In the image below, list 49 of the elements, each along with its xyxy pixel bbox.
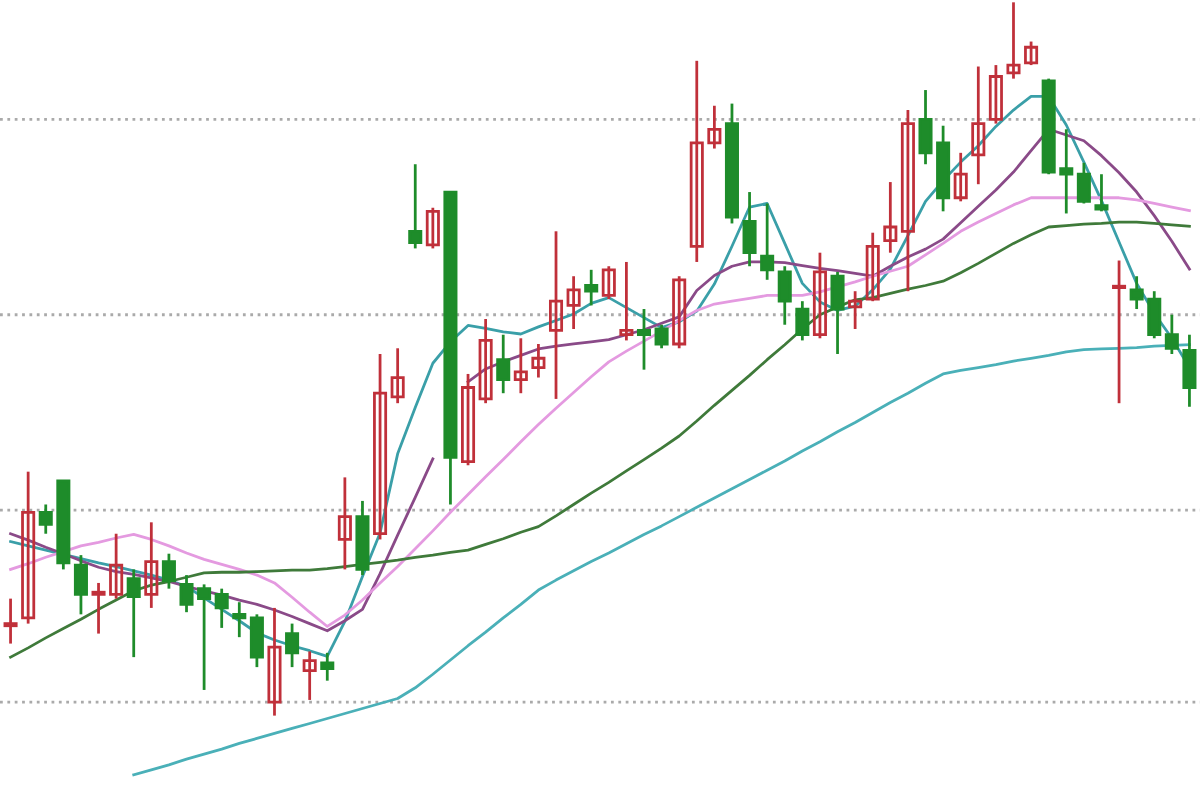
candlestick xyxy=(883,180,898,255)
candlestick xyxy=(373,352,388,541)
candlestick xyxy=(3,597,18,645)
candlestick xyxy=(742,190,757,268)
candlestick xyxy=(425,206,440,250)
candlestick xyxy=(971,65,986,186)
candlestick xyxy=(320,651,335,683)
candlestick xyxy=(760,202,775,282)
candlestick xyxy=(1076,161,1091,205)
candlestick xyxy=(1094,172,1109,213)
candlestick xyxy=(865,231,880,303)
candlestick xyxy=(900,108,915,293)
candlestick xyxy=(126,568,141,659)
candlestick xyxy=(337,475,352,571)
candlestick xyxy=(1006,0,1021,81)
candlestick xyxy=(478,317,493,405)
candlestick xyxy=(408,162,423,250)
candlestick xyxy=(619,260,634,342)
candlestick xyxy=(795,299,810,342)
candlestick xyxy=(601,264,616,301)
candlestick xyxy=(584,268,599,307)
candlestick xyxy=(390,346,405,405)
candlestick xyxy=(232,600,247,639)
candlestick xyxy=(161,552,176,591)
candlestick xyxy=(531,342,546,379)
candlestick xyxy=(302,650,317,702)
candlestick xyxy=(496,333,511,395)
candlestick xyxy=(988,63,1003,125)
candlestick xyxy=(214,587,229,630)
candlestick xyxy=(461,372,476,467)
candlestick xyxy=(830,270,845,356)
candlestick xyxy=(636,307,652,372)
candlestick xyxy=(548,229,564,401)
candlestick xyxy=(848,289,863,331)
candlestick xyxy=(777,264,792,327)
candlestick xyxy=(249,612,264,669)
candlestick xyxy=(654,323,669,350)
candlestick xyxy=(513,336,528,395)
candlestick xyxy=(73,553,88,616)
candlestick xyxy=(21,470,36,625)
candlestick xyxy=(285,622,300,669)
candlestick xyxy=(144,520,159,610)
candlestick xyxy=(267,606,282,718)
candlestick xyxy=(1024,40,1039,67)
candlestick xyxy=(812,251,827,340)
candlestick xyxy=(672,274,687,350)
candlestick xyxy=(1112,259,1127,405)
candlestick xyxy=(566,274,581,331)
candlestick xyxy=(953,151,968,203)
